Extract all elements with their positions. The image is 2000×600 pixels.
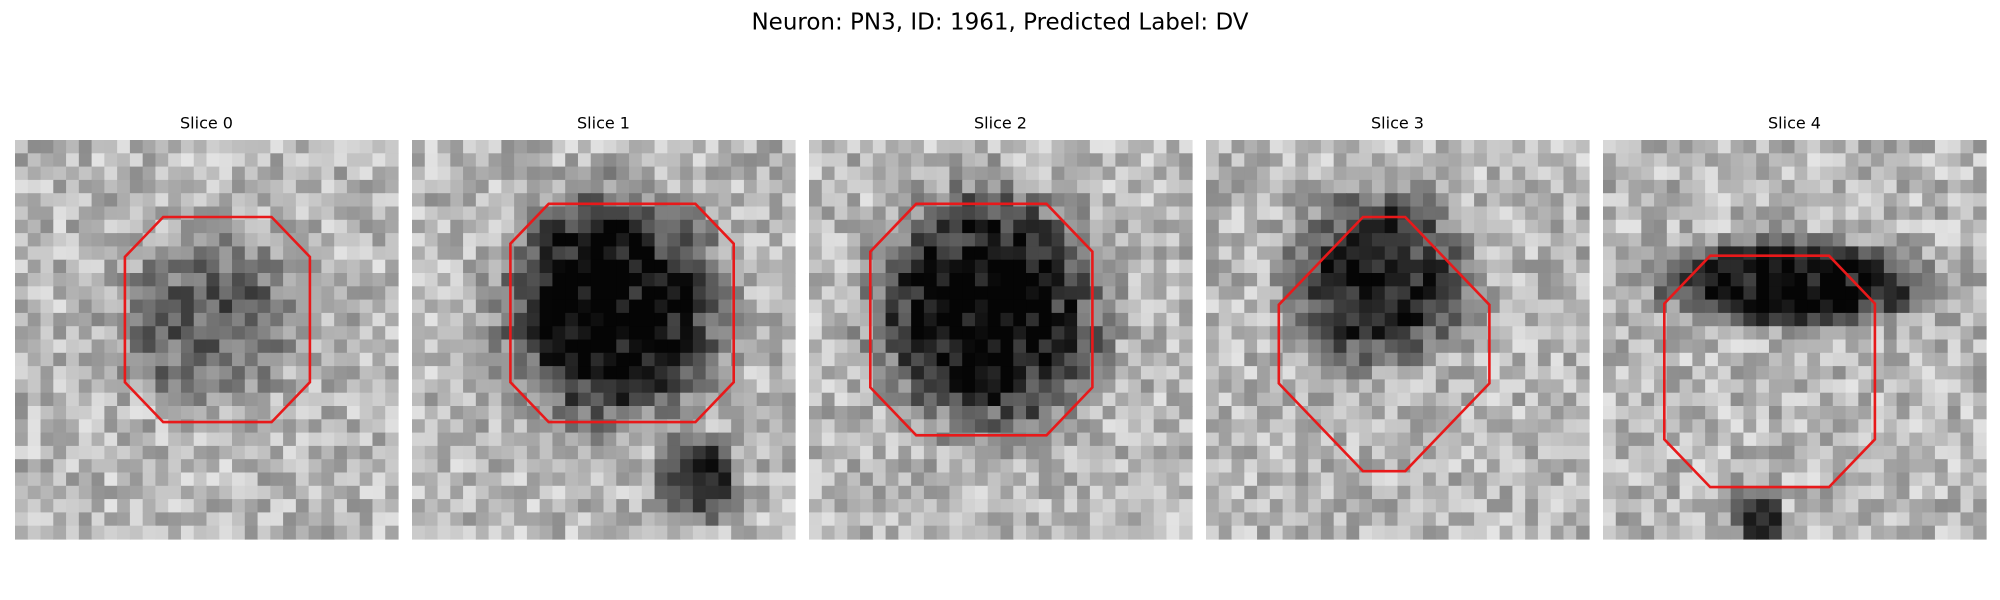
- contour: [123, 215, 312, 424]
- slice-title: Slice 1: [577, 114, 630, 133]
- slice-title: Slice 0: [180, 114, 233, 133]
- contour: [509, 202, 736, 424]
- contour: [868, 202, 1094, 437]
- slice-title: Slice 3: [1371, 114, 1424, 133]
- slice-panel: Slice 4: [1603, 114, 1987, 540]
- slice-panel: Slice 2: [809, 114, 1193, 540]
- slice-panel: Slice 3: [1206, 114, 1590, 540]
- slice-panel: Slice 0: [15, 114, 399, 540]
- slice-image: [15, 140, 399, 540]
- slice-image: [809, 140, 1193, 540]
- slice-image: [1603, 140, 1987, 540]
- figure-title: Neuron: PN3, ID: 1961, Predicted Label: …: [751, 10, 1248, 36]
- slice-title: Slice 2: [974, 114, 1027, 133]
- slice-title: Slice 4: [1768, 114, 1821, 133]
- contour: [1663, 254, 1877, 489]
- slice-panel: Slice 1: [412, 114, 796, 540]
- slice-image: [412, 140, 796, 540]
- contour: [1277, 215, 1491, 473]
- slice-image: [1206, 140, 1590, 540]
